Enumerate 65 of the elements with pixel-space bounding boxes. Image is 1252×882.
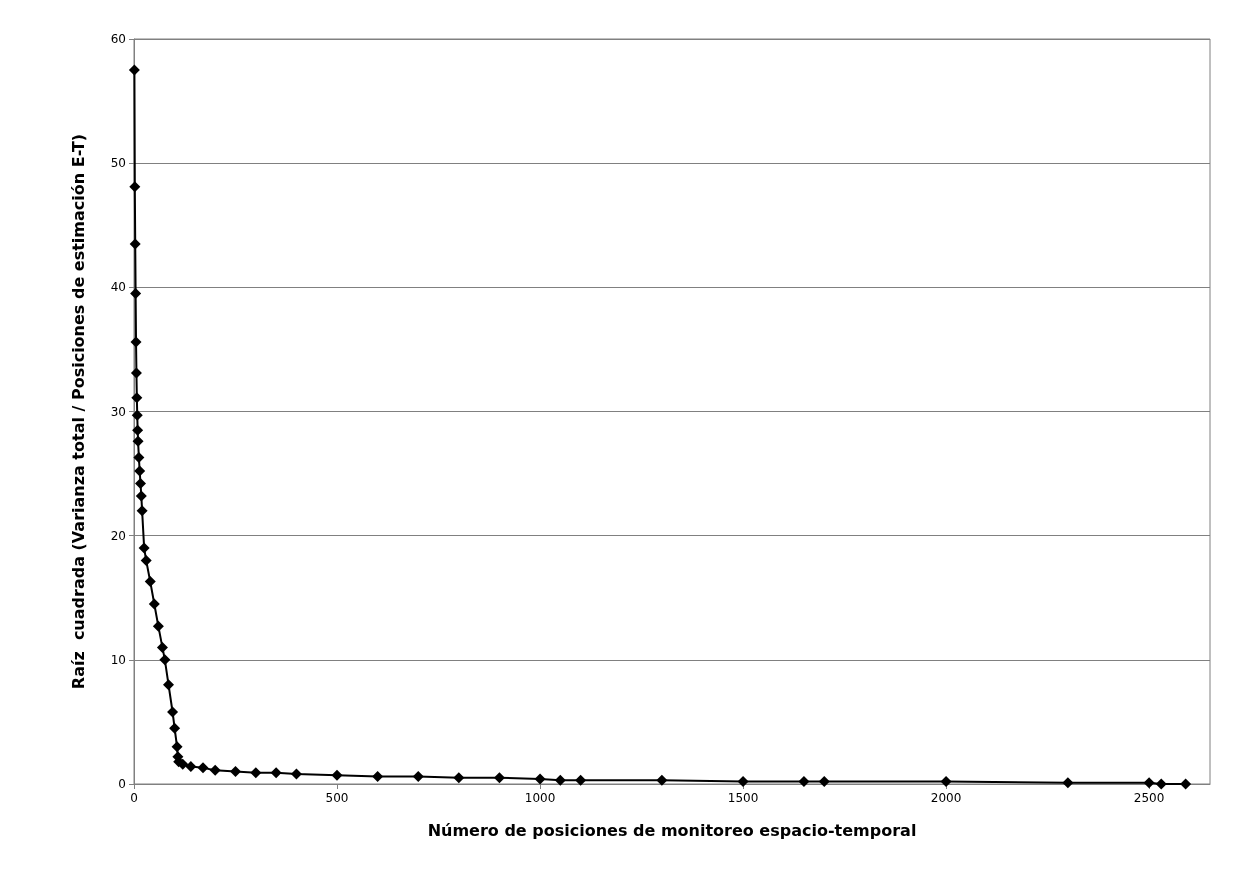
point [135, 478, 146, 490]
point [331, 769, 343, 781]
point [798, 776, 810, 788]
point [230, 766, 242, 778]
y-tick-label: 60 [110, 32, 126, 46]
point [136, 505, 148, 517]
point [197, 762, 209, 774]
x-axis-title: Número de posiciones de monitoreo espacio-temporal [427, 820, 917, 840]
point [372, 771, 384, 783]
point [130, 288, 142, 300]
point [131, 392, 143, 404]
point [138, 542, 150, 554]
y-tick-label: 20 [110, 528, 126, 543]
x-tick-label: 1500 [727, 791, 759, 805]
point [132, 424, 144, 436]
point [656, 774, 668, 786]
y-tick-label: 40 [110, 280, 126, 295]
point [171, 741, 183, 753]
y-tick-label: 10 [110, 652, 126, 667]
point [493, 772, 505, 784]
point [270, 767, 282, 779]
point [134, 465, 146, 477]
point [130, 336, 142, 348]
point [140, 555, 152, 566]
point [554, 774, 566, 786]
point [131, 409, 143, 421]
point [156, 641, 168, 653]
point [209, 764, 221, 776]
x-tick-label: 2000 [930, 791, 962, 805]
point [130, 367, 142, 379]
point [169, 722, 181, 734]
point [135, 490, 147, 502]
point [159, 654, 171, 666]
point [129, 238, 141, 250]
x-tick-label: 1000 [524, 791, 556, 805]
point [133, 451, 145, 463]
point [128, 64, 140, 76]
y-tick-label: 30 [110, 404, 126, 419]
point [737, 776, 749, 788]
point [453, 772, 465, 784]
point [1155, 778, 1167, 790]
point [818, 776, 830, 788]
point [163, 679, 175, 691]
point [144, 576, 156, 588]
point [1143, 777, 1155, 789]
y-tick-label: 50 [110, 156, 126, 171]
y-tick-label: 0 [118, 777, 126, 791]
point [250, 767, 262, 779]
point [940, 776, 952, 788]
x-tick-label: 2500 [1133, 791, 1165, 805]
point [129, 181, 141, 193]
point [167, 706, 179, 718]
point [152, 620, 164, 632]
point [290, 768, 302, 780]
point [185, 761, 197, 773]
point [534, 773, 546, 785]
point [132, 435, 144, 447]
point [575, 774, 587, 786]
point [412, 771, 424, 783]
x-tick-label: 0 [130, 791, 138, 805]
point [1062, 777, 1074, 789]
x-tick-label: 500 [325, 791, 349, 805]
y-axis-title: Raíz cuadrada (Varianza total / Posiciones de estimación E-T) [68, 133, 88, 690]
point [148, 598, 160, 610]
point [1180, 778, 1192, 790]
